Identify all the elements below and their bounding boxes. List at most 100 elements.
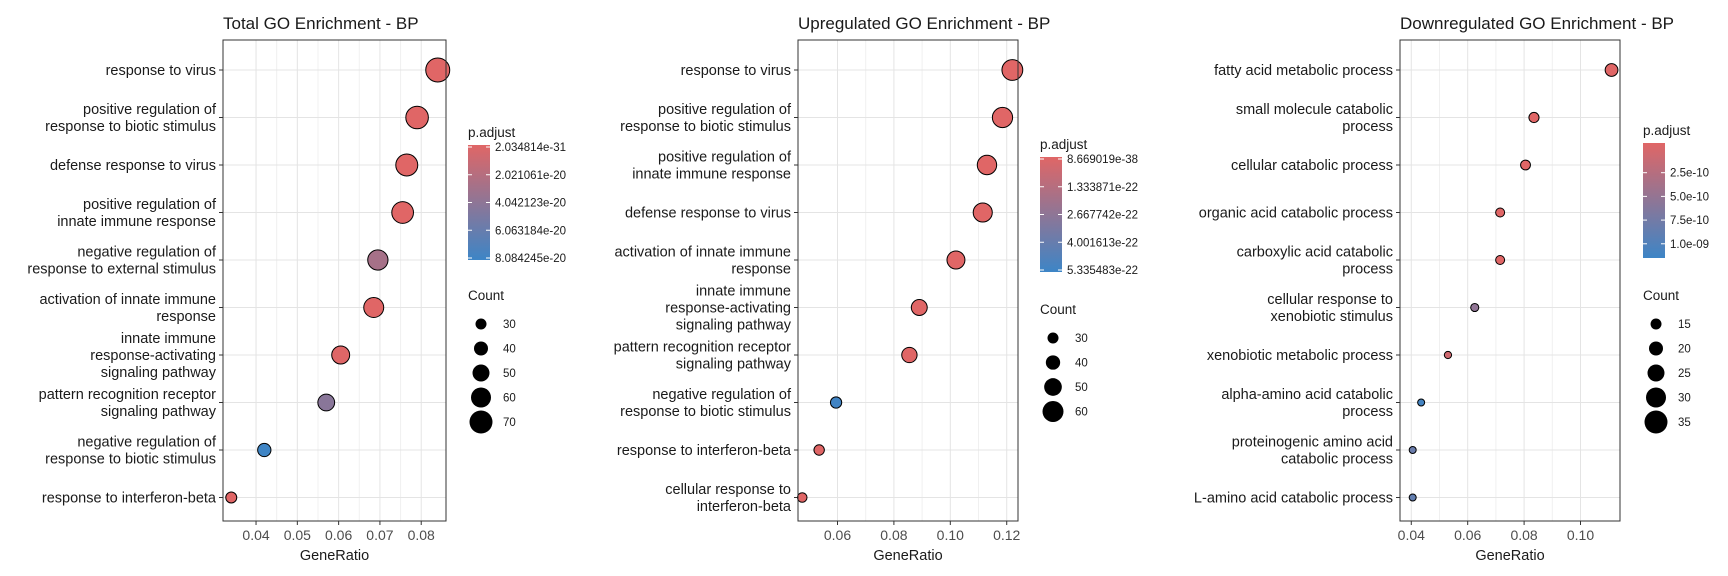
panel-1-size-legend-title: Count <box>468 288 504 303</box>
panel-3-size-legend-label: 30 <box>1678 393 1691 405</box>
panel-1-color-legend-label: 2.034814e-31 <box>495 142 566 154</box>
panel-1-size-legend-dot <box>475 318 487 330</box>
panel-3-point-xenobiotic-metabolic-process <box>1443 350 1453 360</box>
panel-2-size-legend-dot <box>1042 401 1064 422</box>
panel-2-size-legend-dot <box>1044 378 1062 396</box>
panel-1-category-label-positive-regulation-of-innate-immune-response: positive regulation of innate immune resp… <box>57 197 217 230</box>
panel-3-point-l-amino-acid-catabolic-process <box>1408 493 1417 502</box>
panel-1-size-legend-dot <box>469 410 493 434</box>
panel-3-x-tick-label: 0.08 <box>1510 527 1537 543</box>
panel-1-point-defense-response-to-virus <box>395 153 419 177</box>
panel-2-plot-area <box>798 40 1018 521</box>
panel-3: Downregulated GO Enrichment - BP fatty ac… <box>1194 14 1709 564</box>
panel-2-category-label-response-to-virus: response to virus <box>681 63 791 79</box>
panel-1-title: Total GO Enrichment - BP <box>223 14 419 33</box>
panel-2-color-legend-label: 5.335483e-22 <box>1067 265 1138 277</box>
panel-1-panel-border <box>222 39 447 522</box>
panel-1-size-legend-label: 30 <box>503 319 516 331</box>
panel-3-point-alpha-amino-acid-catabolic-process <box>1417 398 1426 407</box>
panel-3-color-legend-label: 7.5e-10 <box>1670 215 1709 227</box>
panel-1-point-positive-regulation-of-innate-immune-response <box>391 201 414 224</box>
panel-1-color-legend-label: 8.084245e-20 <box>495 253 566 265</box>
panel-2-category-label-positive-regulation-of-innate-immune-response: positive regulation of innate immune resp… <box>632 150 792 183</box>
panel-1-size-legend-dot <box>474 341 488 356</box>
panel-2-size-legend-dot <box>1045 355 1061 370</box>
panel-3-category-label-fatty-acid-metabolic-process: fatty acid metabolic process <box>1214 63 1393 79</box>
panel-1-color-legend-bar <box>468 145 490 260</box>
panel-2-size-legend-label: 40 <box>1075 358 1088 370</box>
panel-2-x-axis-title: GeneRatio <box>873 548 942 564</box>
panel-1: Total GO Enrichment - BP response to viru… <box>27 14 566 564</box>
panel-1-point-negative-regulation-of-response-to-biotic-stimulus <box>257 442 272 458</box>
panel-3-size-legend-dot <box>1646 387 1666 408</box>
panel-3-category-label-small-molecule-catabolic-process: small molecule catabolic process <box>1236 102 1393 135</box>
panel-1-point-activation-of-innate-immune-response <box>363 297 385 318</box>
panel-2-point-positive-regulation-of-response-to-biotic-stimulus <box>991 106 1014 129</box>
panel-2-panel-border <box>797 39 1019 522</box>
panel-1-color-legend-label: 6.063184e-20 <box>495 225 566 237</box>
panel-3-size-legend-label: 35 <box>1678 417 1691 429</box>
panel-2-point-pattern-recognition-receptor-signaling-pathway <box>901 346 918 364</box>
panel-2-category-label-cellular-response-to-interferon-beta: cellular response to interferon-beta <box>665 482 792 515</box>
panel-2-point-positive-regulation-of-innate-immune-response <box>976 154 998 176</box>
panel-3-size-legend-dot <box>1650 318 1662 330</box>
panel-2-point-response-to-interferon-beta <box>813 444 825 456</box>
panel-1-category-label-positive-regulation-of-response-to-biotic-stimulus: positive regulation of response to biotic… <box>45 102 217 135</box>
panel-3-point-cellular-response-to-xenobiotic-stimulus <box>1470 302 1480 313</box>
panel-2-size-legend-label: 30 <box>1075 333 1088 345</box>
panel-3-category-label-xenobiotic-metabolic-process: xenobiotic metabolic process <box>1207 348 1393 364</box>
panel-3-point-small-molecule-catabolic-process <box>1528 111 1540 124</box>
panel-3-size-legend-dot <box>1647 364 1665 382</box>
panel-1-color-legend-label: 2.021061e-20 <box>495 170 566 182</box>
panel-3-color-legend-label: 5.0e-10 <box>1670 191 1709 203</box>
panel-2-color-legend-bar <box>1040 157 1062 272</box>
panel-3-color-legend-label: 2.5e-10 <box>1670 168 1709 180</box>
panel-2-category-label-innate-immune-response-activating-signaling-pathway: innate immune response-activating signalin… <box>665 284 791 334</box>
panel-2-size-legend-dot <box>1047 332 1059 344</box>
panel-3-size-legend-label: 15 <box>1678 319 1691 331</box>
panel-2-title: Upregulated GO Enrichment - BP <box>798 14 1050 33</box>
panel-3-category-label-cellular-catabolic-process: cellular catabolic process <box>1231 158 1393 174</box>
panel-1-category-label-response-to-interferon-beta: response to interferon-beta <box>42 491 217 507</box>
panel-3-size-legend-title: Count <box>1643 288 1679 303</box>
panel-2-category-label-negative-regulation-of-response-to-biotic-stimulus: negative regulation of response to biotic… <box>620 387 792 420</box>
panel-3-size-legend-label: 20 <box>1678 344 1691 356</box>
panel-1-x-axis-title: GeneRatio <box>300 548 369 564</box>
panel-2-x-tick-label: 0.10 <box>937 527 964 543</box>
panel-3-point-carboxylic-acid-catabolic-process <box>1495 255 1506 265</box>
panel-2-color-legend-label: 1.333871e-22 <box>1067 182 1138 194</box>
panel-2-category-label-pattern-recognition-receptor-signaling-pathway: pattern recognition receptor signaling pa… <box>614 340 792 373</box>
panel-3-title: Downregulated GO Enrichment - BP <box>1400 14 1674 33</box>
panel-1-color-legend-title: p.adjust <box>468 125 516 140</box>
panel-1-size-legend-label: 40 <box>503 344 516 356</box>
panel-1-point-response-to-interferon-beta <box>225 491 238 504</box>
panel-1-point-negative-regulation-of-response-to-external-stimulus <box>367 249 389 271</box>
panel-3-category-label-l-amino-acid-catabolic-process: L-amino acid catabolic process <box>1194 491 1393 507</box>
panel-2-point-innate-immune-response-activating-signaling-pathway <box>910 299 928 316</box>
panel-2-size-legend-title: Count <box>1040 302 1076 317</box>
panel-3-point-organic-acid-catabolic-process <box>1495 207 1506 218</box>
panel-3-category-label-cellular-response-to-xenobiotic-stimulus: cellular response to xenobiotic stimulus <box>1267 292 1393 325</box>
panel-1-x-tick-label: 0.07 <box>366 527 393 543</box>
panel-3-plot-area <box>1400 40 1620 521</box>
panel-1-size-legend-dot <box>471 387 491 408</box>
panel-2-color-legend-label: 4.001613e-22 <box>1067 237 1138 249</box>
panel-2: Upregulated GO Enrichment - BP response t… <box>614 14 1138 564</box>
panel-3-panel-border <box>1399 39 1621 522</box>
panel-3-x-tick-label: 0.06 <box>1454 527 1481 543</box>
panel-2-point-negative-regulation-of-response-to-biotic-stimulus <box>829 396 843 409</box>
panel-1-size-legend-label: 60 <box>503 393 516 405</box>
panel-3-category-label-carboxylic-acid-catabolic-process: carboxylic acid catabolic process <box>1237 245 1393 278</box>
panel-2-color-legend-label: 2.667742e-22 <box>1067 210 1138 222</box>
panel-1-point-positive-regulation-of-response-to-biotic-stimulus <box>405 105 429 130</box>
panel-3-point-fatty-acid-metabolic-process <box>1604 63 1619 77</box>
panel-1-x-tick-label: 0.08 <box>408 527 435 543</box>
panel-3-x-axis-title: GeneRatio <box>1475 548 1544 564</box>
panel-1-x-tick-label: 0.05 <box>284 527 311 543</box>
panel-2-point-response-to-virus <box>1001 59 1024 81</box>
panel-2-category-label-activation-of-innate-immune-response: activation of innate immune response <box>614 245 791 278</box>
panel-1-x-tick-label: 0.06 <box>325 527 352 543</box>
panel-1-category-label-negative-regulation-of-response-to-external-stimulus: negative regulation of response to extern… <box>27 245 217 278</box>
panel-2-size-legend-label: 50 <box>1075 382 1088 394</box>
